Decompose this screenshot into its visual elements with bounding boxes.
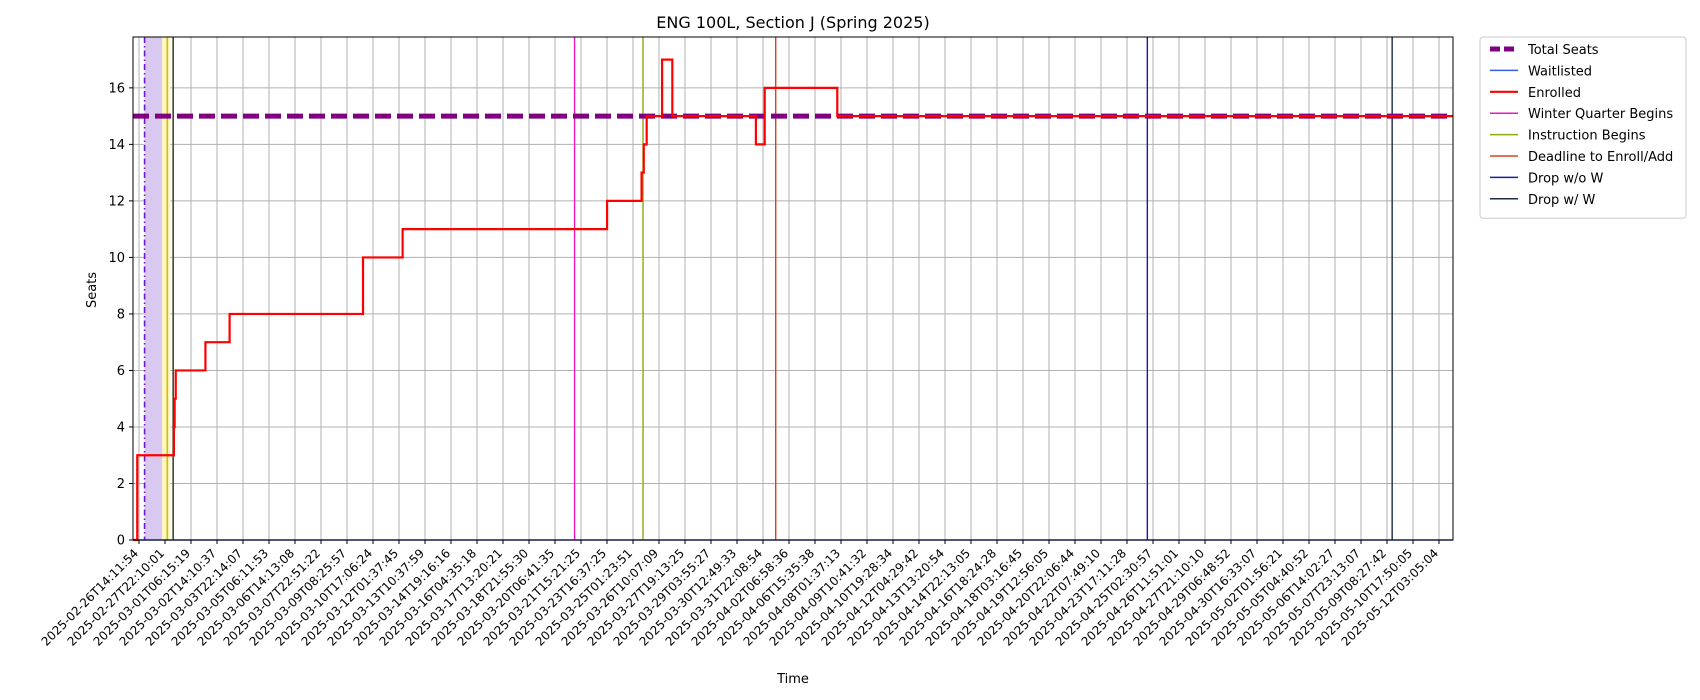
y-tick-label: 6 — [117, 364, 125, 379]
y-tick-label: 12 — [108, 194, 125, 209]
legend: Total Seats Waitlisted Enrolled Winter Quar… — [1479, 36, 1687, 219]
legend-label: Enrolled — [1528, 86, 1581, 101]
series-line-enrolled — [133, 58, 1453, 542]
y-tick-label: 4 — [117, 420, 125, 435]
legend-label: Waitlisted — [1528, 64, 1592, 79]
series — [133, 58, 1453, 542]
y-tick-label: 0 — [117, 534, 125, 549]
shaded-region — [162, 37, 171, 540]
legend-label: Drop w/ W — [1528, 193, 1596, 208]
legend-label: Drop w/o W — [1528, 171, 1604, 186]
legend-label: Total Seats — [1527, 43, 1599, 58]
y-tick-label: 8 — [117, 307, 125, 322]
y-tick-label: 14 — [108, 138, 125, 153]
y-tick-label: 16 — [108, 81, 125, 96]
legend-label: Instruction Begins — [1528, 129, 1646, 144]
shaded-region — [144, 37, 163, 540]
legend-label: Winter Quarter Begins — [1528, 107, 1673, 122]
legend-label: Deadline to Enroll/Add — [1528, 150, 1673, 165]
y-tick-label: 2 — [117, 477, 125, 492]
grid — [133, 37, 1453, 541]
y-tick-label: 10 — [108, 251, 125, 266]
y-axis: 0 2 4 6 8 10 12 14 16 — [108, 81, 133, 549]
y-axis-label: Seats — [85, 272, 100, 308]
chart-title: ENG 100L, Section J (Spring 2025) — [656, 13, 929, 32]
plot-frame — [132, 36, 1454, 541]
legend-box — [1479, 36, 1687, 219]
x-axis: 2025-02-26T14:11:542025-02-27T22:10:0120… — [39, 540, 1441, 649]
shaded-regions — [144, 37, 171, 540]
x-axis-label: Time — [776, 672, 809, 687]
